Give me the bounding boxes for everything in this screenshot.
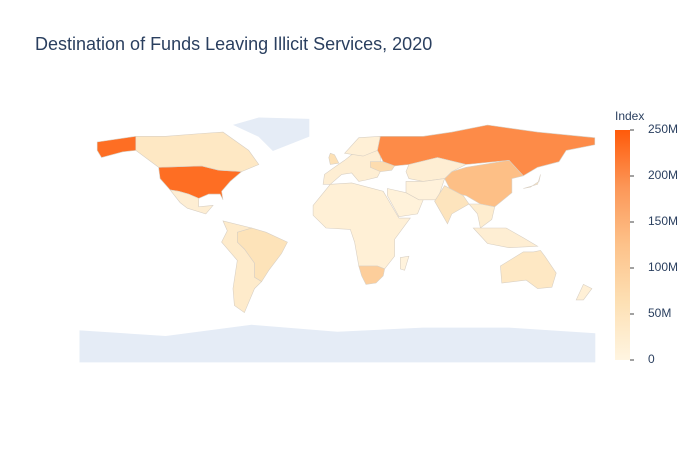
country [135,131,260,172]
country [468,203,496,229]
country [500,250,557,289]
country [221,220,263,314]
colorbar-tick-label: 50M [648,306,671,320]
country [575,283,593,301]
country [96,135,137,158]
country [472,227,539,249]
colorbar-tick-label: 0 [648,352,655,366]
country [377,124,596,177]
no-data-land [232,117,310,151]
country [169,189,214,215]
country [399,255,410,271]
country [523,174,541,189]
country [328,152,340,165]
no-data-land [79,324,596,363]
colorbar-tick-label: 250M [648,122,678,136]
map [79,117,596,363]
country [312,182,411,270]
colorbar-tick-label: 200M [648,168,678,182]
country [444,159,524,208]
chart-title: Destination of Funds Leaving Illicit Ser… [35,34,432,54]
country [358,265,385,285]
colorbar-tick-label: 100M [648,260,678,274]
colorbar-tick-label: 150M [648,214,678,228]
colorbar [615,130,630,360]
colorbar-title: Index [615,109,644,123]
